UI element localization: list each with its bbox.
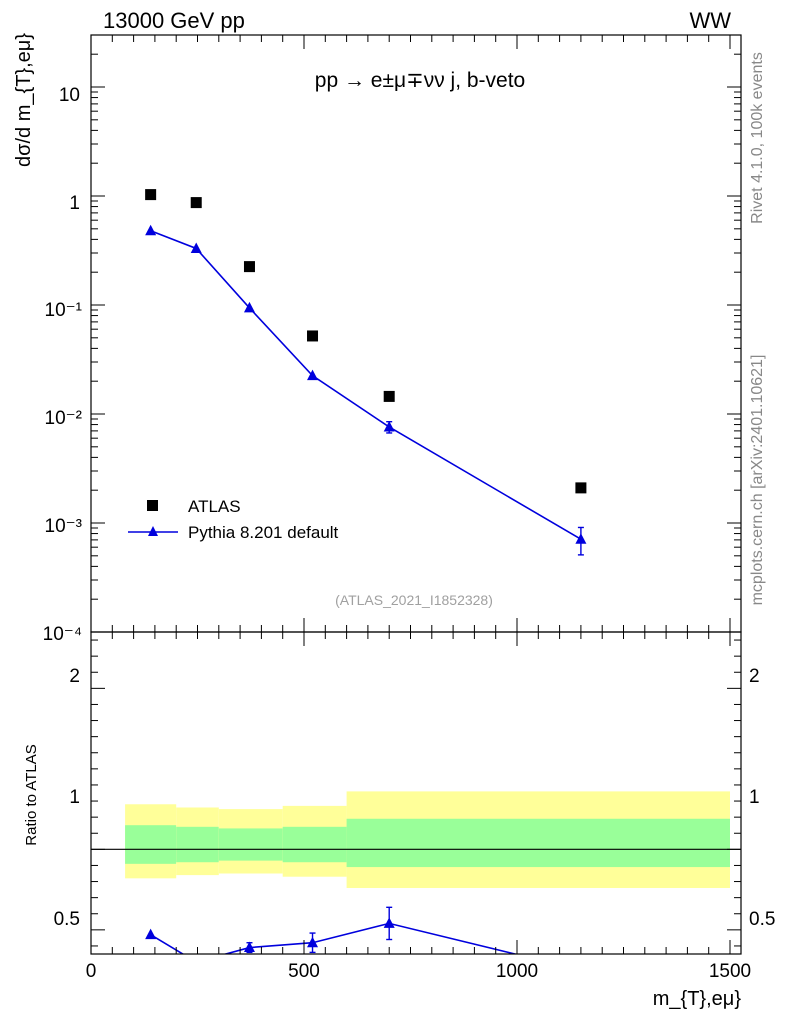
ratio-frame	[90, 631, 742, 955]
legend-pythia-marker	[148, 526, 158, 536]
main-frame	[90, 34, 742, 633]
legend-pythia-label: Pythia 8.201 default	[188, 523, 339, 542]
ratio-y-tick-1-right: 1	[749, 787, 760, 808]
x-tick-label-500: 500	[288, 961, 320, 982]
ratio-series	[145, 906, 586, 975]
ratio-inner-band	[346, 818, 730, 868]
ratio-inner-band	[282, 826, 347, 863]
ratio-data-point	[307, 936, 319, 948]
y-tick-label-1e-2: 10⁻²	[45, 408, 83, 429]
ratio-y-tick-2-right: 2	[749, 666, 760, 687]
ratio-inner-band	[125, 825, 177, 864]
main-series	[145, 189, 587, 556]
source-info: mcplots.cern.ch [arXiv:2401.10621]	[749, 355, 766, 606]
y-tick-label-10: 10	[59, 85, 80, 106]
atlas-data-point	[190, 197, 202, 209]
ratio-y-axis-label: Ratio to ATLAS	[23, 744, 40, 845]
x-tick-label-1500: 1500	[709, 961, 751, 982]
ratio-data-point	[145, 928, 157, 940]
ratio-data-point	[243, 941, 255, 953]
legend-atlas-marker	[147, 500, 158, 511]
pythia-data-point	[575, 533, 587, 544]
atlas-data-point	[243, 261, 255, 273]
ratio-data-point	[383, 917, 395, 928]
ratio-data-point	[575, 964, 586, 975]
ratio-pythia-line	[150, 922, 519, 954]
legend-atlas-label: ATLAS	[188, 497, 241, 516]
pythia-data-point	[190, 242, 202, 253]
ratio-axis-ticks	[90, 632, 741, 954]
y-tick-label-1e-3: 10⁻³	[45, 516, 83, 537]
x-axis-label: m_{T},eμ}	[653, 988, 742, 1010]
ratio-inner-band	[218, 828, 283, 861]
main-y-axis-label: dσ/d m_{T},eμ}	[13, 33, 35, 167]
main-axis-ticks	[90, 34, 741, 633]
x-tick-label-0: 0	[86, 961, 97, 982]
ratio-markers	[145, 917, 586, 975]
pythia-data-point	[145, 224, 157, 236]
rivet-info: Rivet 4.1.0, 100k events	[749, 52, 766, 224]
main-tick-labels: 10 1 10⁻¹ 10⁻² 10⁻³ 10⁻⁴	[43, 85, 82, 645]
ratio-tick-labels: 2 1 0.5 2 1 0.5 0 500 1000 1500	[54, 666, 776, 982]
process-label: WW	[689, 8, 731, 33]
plot-title: pp → e±μ∓νν j, b-veto	[315, 69, 525, 92]
pythia-markers	[145, 224, 587, 544]
ratio-y-tick-05-right: 0.5	[749, 909, 775, 930]
ratio-uncertainty-bands	[125, 791, 730, 888]
x-tick-label-1000: 1000	[496, 961, 538, 982]
atlas-data-point	[145, 189, 157, 201]
atlas-data-point	[307, 330, 319, 342]
pythia-line	[150, 230, 582, 540]
y-tick-label-1e-1: 10⁻¹	[45, 300, 83, 321]
y-tick-label-1e-4: 10⁻⁴	[43, 624, 82, 645]
y-tick-label-1: 1	[69, 193, 80, 214]
legend: ATLAS Pythia 8.201 default	[128, 497, 339, 542]
ratio-panel: 2 1 0.5 2 1 0.5 0 500 1000 1500	[54, 631, 776, 982]
atlas-markers	[145, 189, 587, 494]
energy-label: 13000 GeV pp	[103, 8, 245, 33]
atlas-data-point	[575, 482, 587, 494]
pythia-data-point	[243, 301, 255, 313]
ratio-inner-band	[176, 826, 219, 863]
ratio-y-tick-05-left: 0.5	[54, 909, 80, 930]
atlas-data-point	[383, 390, 395, 402]
pythia-data-point	[383, 420, 395, 432]
ratio-data-point	[191, 956, 202, 967]
ratio-y-tick-1-left: 1	[69, 787, 80, 808]
ratio-y-tick-2-left: 2	[69, 666, 80, 687]
pythia-data-point	[307, 369, 319, 381]
analysis-id: (ATLAS_2021_I1852328)	[335, 592, 493, 608]
main-panel: 10 1 10⁻¹ 10⁻² 10⁻³ 10⁻⁴ ATLAS Pythia 8.…	[43, 34, 742, 645]
